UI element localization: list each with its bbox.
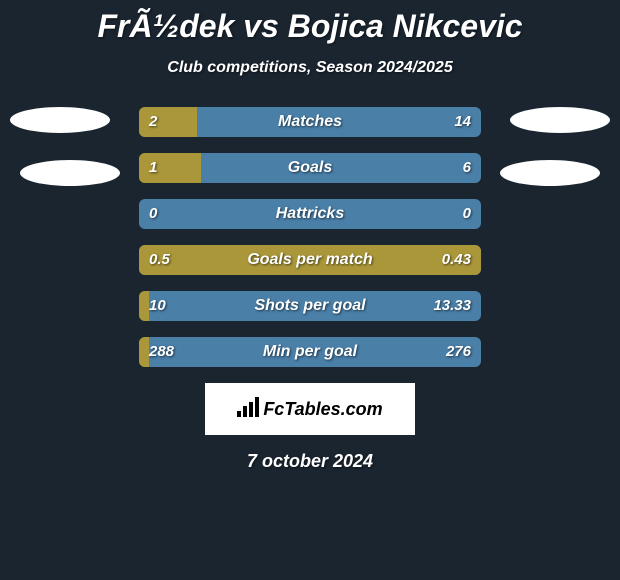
stat-row: Goals1 6	[139, 153, 481, 183]
stat-value-left: 288	[149, 337, 174, 367]
player-right-badge-2	[500, 160, 600, 186]
stat-value-right: 276	[446, 337, 471, 367]
player-left-badge-1	[10, 107, 110, 133]
stat-value-left: 10	[149, 291, 166, 321]
stat-label: Goals	[139, 153, 481, 183]
stat-label: Min per goal	[139, 337, 481, 367]
logo-text: FcTables.com	[263, 399, 382, 420]
stats-bars: Matches2 14 Goals1 6 Hattricks0 0 Goals per ma…	[139, 107, 481, 367]
stat-label: Hattricks	[139, 199, 481, 229]
stat-label: Matches	[139, 107, 481, 137]
stat-label: Shots per goal	[139, 291, 481, 321]
stat-row: Min per goal288 276	[139, 337, 481, 367]
stat-value-right: 14	[454, 107, 471, 137]
logo-box: FcTables.com	[205, 383, 415, 435]
stat-value-right: 0	[463, 199, 471, 229]
date-label: 7 october 2024	[0, 451, 620, 472]
stat-value-left: 2	[149, 107, 157, 137]
stat-label: Goals per match	[139, 245, 481, 275]
stat-value-right: 0.43	[442, 245, 471, 275]
player-right-badge-1	[510, 107, 610, 133]
stat-value-left: 0.5	[149, 245, 170, 275]
player-left-badge-2	[20, 160, 120, 186]
stat-row: Shots per goal10 13.33	[139, 291, 481, 321]
comparison-area: Matches2 14 Goals1 6 Hattricks0 0 Goals per ma…	[0, 107, 620, 367]
stat-value-left: 1	[149, 153, 157, 183]
chart-icon	[237, 397, 259, 422]
stat-value-right: 6	[463, 153, 471, 183]
subtitle: Club competitions, Season 2024/2025	[0, 59, 620, 77]
page-title: FrÃ½dek vs Bojica Nikcevic	[0, 0, 620, 45]
stat-row: Goals per match0.5 0.43	[139, 245, 481, 275]
stat-row: Hattricks0 0	[139, 199, 481, 229]
stat-value-right: 13.33	[433, 291, 471, 321]
stat-row: Matches2 14	[139, 107, 481, 137]
stat-value-left: 0	[149, 199, 157, 229]
